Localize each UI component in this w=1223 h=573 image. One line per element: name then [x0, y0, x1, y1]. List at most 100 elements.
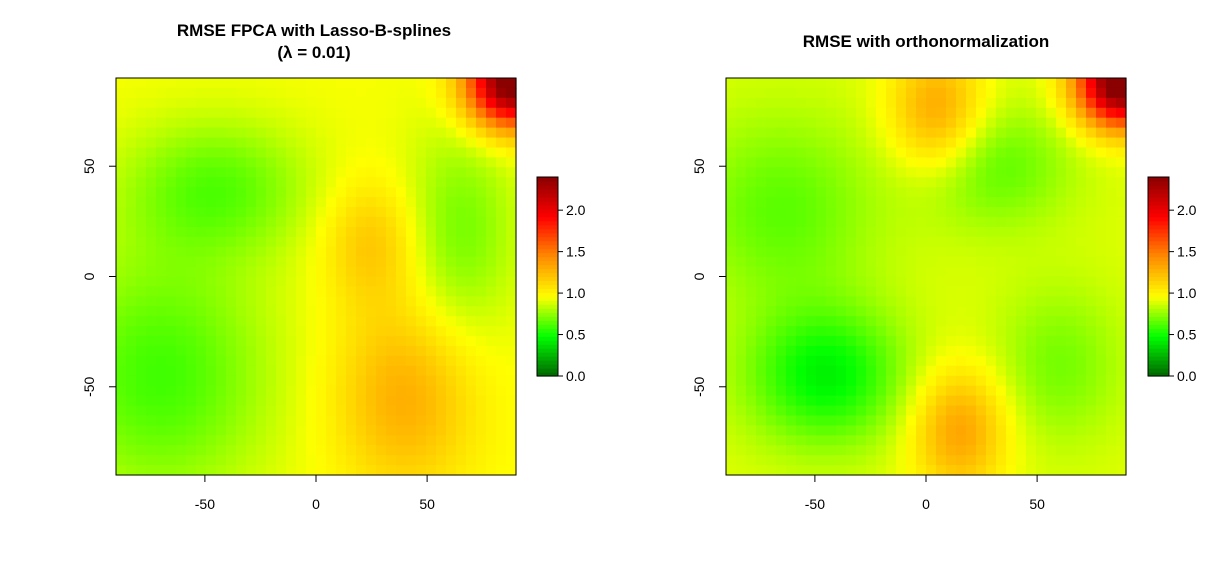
heatmap-cell: [1096, 296, 1107, 307]
heatmap-cell: [736, 296, 747, 307]
heatmap-cell: [1046, 425, 1057, 436]
heatmap-cell: [146, 286, 157, 297]
heatmap-cell: [1086, 336, 1097, 347]
heatmap-cell: [406, 207, 417, 218]
heatmap-cell: [496, 147, 507, 159]
heatmap-cell: [206, 266, 217, 278]
heatmap-cell: [236, 187, 247, 198]
heatmap-cell: [1046, 316, 1057, 327]
heatmap-cell: [356, 276, 367, 288]
heatmap-cell: [846, 197, 857, 208]
heatmap-cell: [286, 157, 297, 168]
heatmap-cell: [366, 405, 377, 417]
heatmap-cell: [776, 226, 787, 238]
heatmap-cell: [886, 167, 897, 178]
colorbar-segment: [537, 192, 558, 198]
heatmap-cell: [386, 365, 397, 377]
heatmap-cell: [806, 415, 817, 426]
heatmap-cell: [946, 385, 957, 397]
heatmap-cell: [226, 465, 237, 476]
heatmap-cell: [996, 137, 1007, 149]
heatmap-cell: [806, 375, 817, 387]
heatmap-cell: [796, 256, 807, 268]
colorbar-segment: [1148, 356, 1169, 361]
heatmap-cell: [446, 197, 457, 208]
heatmap-cell: [386, 266, 397, 278]
heatmap-cell: [306, 147, 317, 159]
heatmap-cells: [726, 78, 1127, 476]
heatmap-cell: [896, 365, 907, 377]
heatmap-cell: [326, 355, 337, 367]
heatmap-cell: [806, 336, 817, 347]
colorbar-segment: [1148, 276, 1169, 282]
heatmap-cell: [326, 336, 337, 347]
heatmap-cell: [386, 465, 397, 476]
heatmap-cell: [346, 246, 357, 258]
heatmap-cell: [296, 375, 307, 387]
heatmap-cell: [776, 455, 787, 466]
heatmap-cell: [416, 157, 427, 168]
heatmap-cell: [496, 286, 507, 297]
heatmap-cell: [406, 455, 417, 466]
heatmap-cell: [206, 415, 217, 426]
heatmap-cell: [506, 266, 517, 278]
heatmap-cell: [196, 306, 207, 317]
heatmap-cell: [176, 465, 187, 476]
heatmap-cell: [126, 236, 137, 248]
heatmap-cell: [946, 147, 957, 159]
heatmap-cell: [766, 216, 777, 228]
heatmap-cell: [886, 207, 897, 218]
heatmap-cell: [726, 405, 737, 417]
heatmap-cell: [936, 326, 947, 337]
heatmap-cell: [126, 167, 137, 178]
heatmap-cell: [476, 197, 487, 208]
heatmap-cell: [406, 375, 417, 387]
heatmap-cell: [936, 425, 947, 436]
heatmap-cell: [146, 137, 157, 149]
heatmap-cell: [206, 147, 217, 159]
heatmap-cell: [766, 226, 777, 238]
heatmap-cell: [356, 236, 367, 248]
heatmap-cell: [846, 107, 857, 119]
heatmap-cell: [1086, 385, 1097, 397]
heatmap-cell: [866, 296, 877, 307]
heatmap-cell: [386, 326, 397, 337]
heatmap-cell: [226, 425, 237, 436]
heatmap-cell: [416, 117, 427, 129]
heatmap-cell: [326, 375, 337, 387]
heatmap-cell: [316, 107, 327, 119]
colorbar-segment: [537, 284, 558, 290]
colorbar-segment: [1148, 260, 1169, 266]
heatmap-cell: [966, 336, 977, 347]
heatmap-cell: [186, 465, 197, 476]
heatmap-cell: [726, 266, 737, 278]
heatmap-cell: [946, 157, 957, 168]
heatmap-cell: [286, 415, 297, 426]
heatmap-cell: [286, 167, 297, 178]
heatmap-cell: [396, 207, 407, 218]
heatmap-cell: [1086, 236, 1097, 248]
heatmap-cell: [456, 147, 467, 159]
heatmap-cell: [1066, 286, 1077, 297]
heatmap-cell: [146, 78, 157, 89]
heatmap-cell: [1076, 306, 1087, 317]
heatmap-cell: [916, 316, 927, 327]
heatmap-cell: [986, 286, 997, 297]
heatmap-cell: [476, 78, 487, 89]
heatmap-cell: [326, 157, 337, 168]
heatmap-cell: [326, 117, 337, 129]
heatmap-cell: [216, 147, 227, 159]
heatmap-cell: [816, 216, 827, 228]
heatmap-cell: [396, 326, 407, 337]
heatmap-cell: [466, 445, 477, 456]
heatmap-cell: [1066, 167, 1077, 178]
heatmap-cell: [1026, 197, 1037, 208]
heatmap-cell: [386, 336, 397, 347]
heatmap-cell: [1016, 87, 1027, 99]
heatmap-cell: [426, 256, 437, 268]
heatmap-cell: [916, 465, 927, 476]
heatmap-cell: [836, 306, 847, 317]
heatmap-cell: [336, 316, 347, 327]
heatmap-cell: [396, 296, 407, 307]
colorbar-segment: [1148, 252, 1169, 258]
